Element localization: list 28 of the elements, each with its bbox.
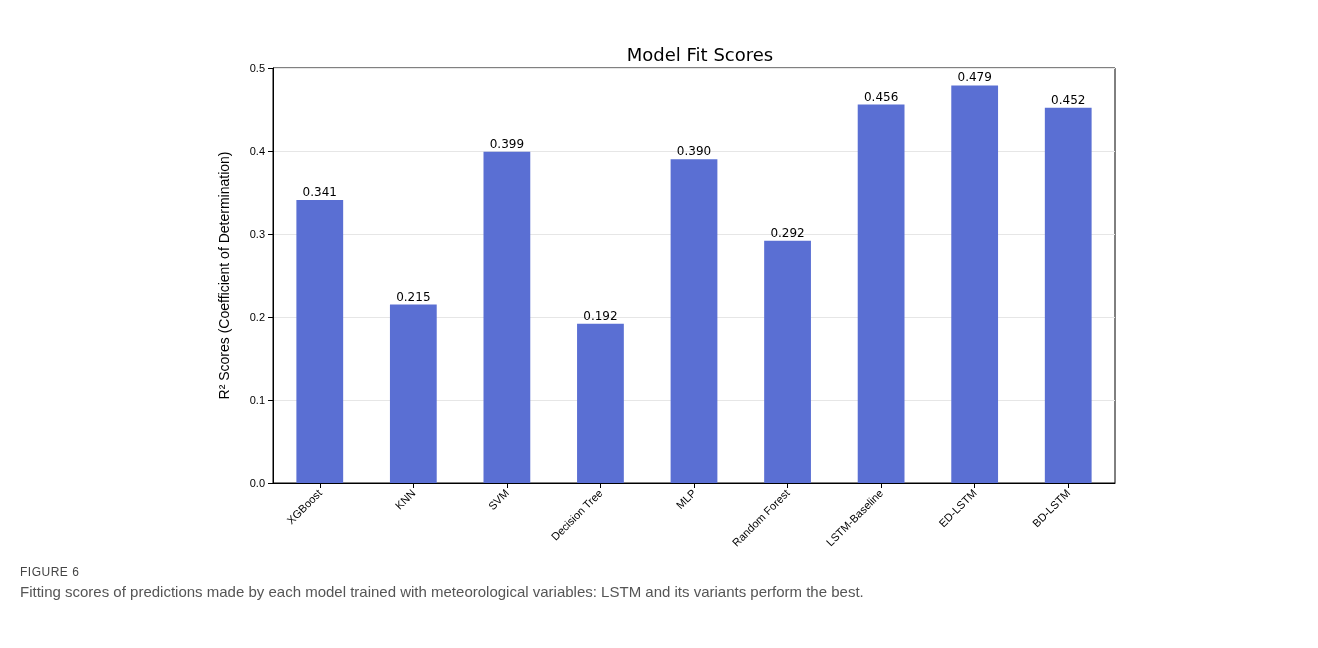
data-label: 0.215 (396, 289, 431, 304)
data-label: 0.479 (957, 70, 992, 85)
y-tick-label: 0.1 (249, 394, 265, 406)
bar (296, 199, 344, 483)
chart-title: Model Fit Scores (626, 43, 774, 65)
caption: FIGURE 6 (20, 565, 81, 579)
data-label: 0.341 (302, 184, 337, 199)
data-label: 0.452 (1051, 92, 1086, 107)
y-axis-title: R² Scores (Coefficient of Determination) (216, 151, 232, 400)
y-tick-label: 0.5 (249, 62, 265, 74)
bar (764, 240, 811, 483)
text: Fitting scores of predictions made by each model trained with meteorological variables: LSTM and its variants perform the best. (20, 583, 865, 600)
data-label: 0.192 (583, 308, 618, 323)
bar (670, 159, 718, 483)
bar (483, 151, 531, 483)
bar (951, 85, 999, 483)
data-label: 0.399 (489, 136, 525, 151)
data-label: 0.390 (676, 144, 712, 159)
y-tick-label: 0.3 (249, 228, 265, 240)
y-tick-label: 0.4 (249, 145, 265, 157)
y-tick-label: 0.0 (249, 477, 265, 489)
bar (577, 323, 624, 483)
data-label: 0.456 (863, 89, 899, 104)
bar (389, 304, 437, 483)
y-tick-label: 0.2 (249, 311, 265, 323)
bar (1044, 107, 1092, 483)
bar (857, 104, 905, 483)
data-label: 0.292 (770, 225, 805, 240)
